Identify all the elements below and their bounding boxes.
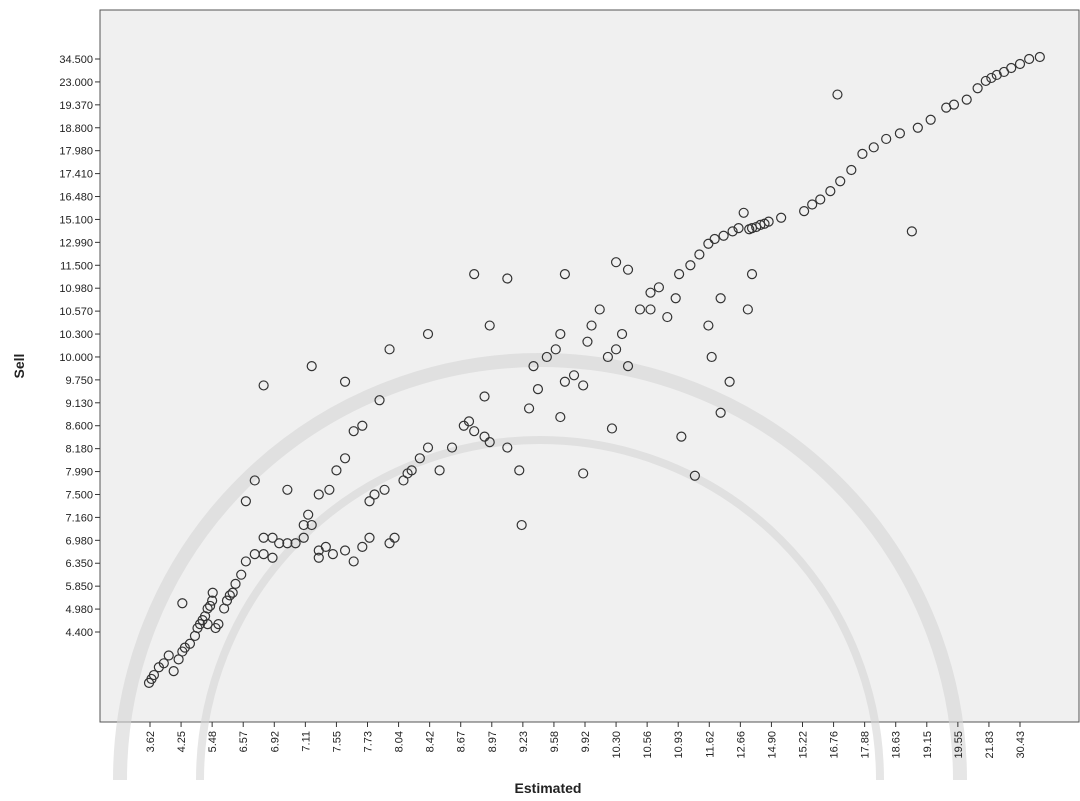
- y-tick-label: 34.500: [59, 54, 93, 66]
- y-tick-label: 9.130: [65, 398, 93, 410]
- y-tick-label: 18.800: [59, 123, 93, 135]
- chart: Sell Estimated 4.400 4.980 5.850 6.350 6.980…: [0, 0, 1080, 801]
- x-tick-label: 12.66: [735, 731, 747, 759]
- y-tick-label: 8.180: [65, 444, 93, 456]
- y-tick-label: 9.750: [65, 375, 93, 387]
- x-tick-label: 16.76: [829, 731, 841, 759]
- y-tick-label: 16.480: [59, 192, 93, 204]
- x-axis-title: Estimated: [515, 780, 582, 796]
- y-tick-label: 15.100: [59, 214, 93, 226]
- x-tick-label: 7.11: [300, 731, 312, 752]
- x-tick-label: 19.55: [953, 731, 965, 759]
- y-tick-label: 10.300: [59, 329, 93, 341]
- x-tick-label: 10.30: [611, 731, 623, 759]
- x-tick-label: 5.48: [207, 731, 219, 752]
- x-tick-label: 15.22: [798, 731, 810, 759]
- x-tick-label: 8.42: [425, 731, 437, 752]
- y-tick-label: 6.350: [65, 558, 93, 570]
- x-tick-label: 6.92: [269, 731, 281, 752]
- y-tick-label: 23.000: [59, 77, 93, 89]
- x-tick-label: 11.62: [704, 731, 716, 758]
- y-tick-label: 10.000: [59, 352, 93, 364]
- x-tick-label: 7.55: [331, 731, 343, 752]
- x-tick-label: 19.15: [922, 731, 934, 759]
- y-tick-label: 4.980: [65, 604, 93, 616]
- y-tick-label: 7.500: [65, 489, 93, 501]
- x-tick-label: 6.57: [238, 731, 250, 752]
- y-tick-label: 10.980: [59, 283, 93, 295]
- x-tick-label: 7.73: [363, 731, 375, 752]
- x-tick-label: 8.67: [456, 731, 468, 752]
- y-tick-label: 6.980: [65, 535, 93, 547]
- y-tick-label: 17.410: [59, 169, 93, 181]
- y-tick-label: 10.570: [59, 306, 93, 318]
- x-tick-label: 9.58: [549, 731, 561, 752]
- x-tick-label: 17.88: [860, 731, 872, 759]
- x-tick-label: 14.90: [766, 731, 778, 759]
- x-tick-label: 3.62: [145, 731, 157, 752]
- y-tick-label: 17.980: [59, 146, 93, 158]
- y-tick-label: 11.500: [60, 260, 93, 272]
- y-tick-label: 4.400: [65, 627, 93, 639]
- x-tick-label: 10.56: [642, 731, 654, 759]
- x-tick-label: 30.43: [1015, 731, 1027, 759]
- x-tick-label: 9.92: [580, 731, 592, 752]
- x-tick-label: 10.93: [673, 731, 685, 759]
- y-tick-label: 7.160: [65, 512, 93, 524]
- y-tick-label: 5.850: [65, 581, 93, 593]
- x-tick-label: 9.23: [518, 731, 530, 752]
- x-tick-label: 8.04: [394, 731, 406, 752]
- y-tick-label: 12.990: [59, 237, 93, 249]
- y-tick-label: 19.370: [59, 100, 93, 112]
- x-tick-label: 21.83: [984, 731, 996, 759]
- y-tick-label: 7.990: [65, 467, 93, 479]
- x-tick-label: 8.97: [487, 731, 499, 752]
- x-tick-label: 18.63: [891, 731, 903, 759]
- y-tick-label: 8.600: [65, 421, 93, 433]
- y-axis-title: Sell: [11, 354, 27, 379]
- x-tick-label: 4.25: [176, 731, 188, 752]
